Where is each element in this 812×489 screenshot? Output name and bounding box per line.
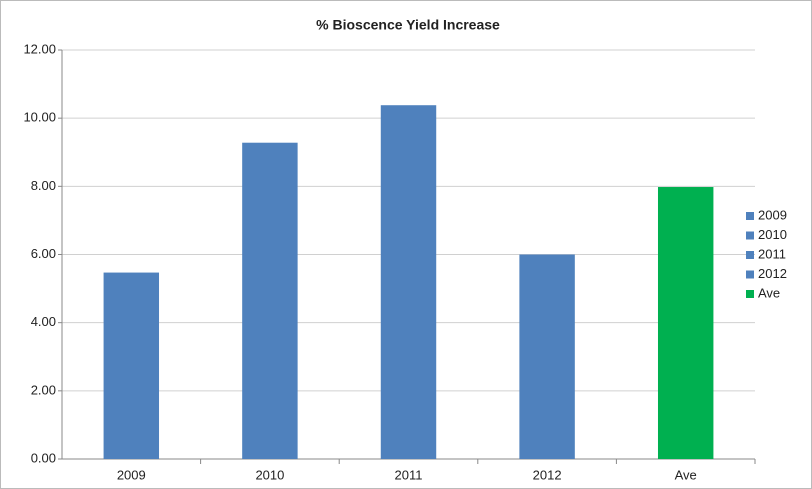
- y-tick-label: 8.00: [31, 178, 56, 193]
- legend-swatch: [746, 231, 754, 240]
- chart-title: % Bioscence Yield Increase: [316, 17, 500, 33]
- x-tick-label: Ave: [675, 467, 697, 482]
- bar: [380, 105, 437, 459]
- bar: [519, 254, 575, 459]
- y-tick-label: 10.00: [23, 110, 56, 125]
- x-tick-label: 2012: [533, 467, 562, 482]
- legend-label: 2009: [758, 207, 787, 222]
- y-tick-label: 0.00: [31, 450, 56, 465]
- y-tick-label: 6.00: [31, 246, 56, 261]
- legend-swatch: [746, 270, 754, 279]
- legend-swatch: [746, 290, 754, 298]
- x-tick-label: 2010: [255, 467, 284, 482]
- legend-label: 2011: [758, 246, 786, 261]
- y-tick-label: 4.00: [31, 314, 56, 329]
- y-tick-label: 12.00: [23, 41, 56, 56]
- legend-label: Ave: [758, 285, 780, 300]
- bar: [103, 272, 160, 459]
- legend-swatch: [746, 212, 754, 220]
- legend-label: 2012: [758, 266, 787, 281]
- legend-swatch: [746, 251, 754, 259]
- bar: [657, 187, 714, 459]
- x-tick-label: 2011: [395, 467, 423, 482]
- x-tick-label: 2009: [117, 467, 146, 482]
- legend-label: 2010: [758, 227, 787, 242]
- y-tick-label: 2.00: [31, 382, 56, 397]
- bar: [242, 142, 298, 459]
